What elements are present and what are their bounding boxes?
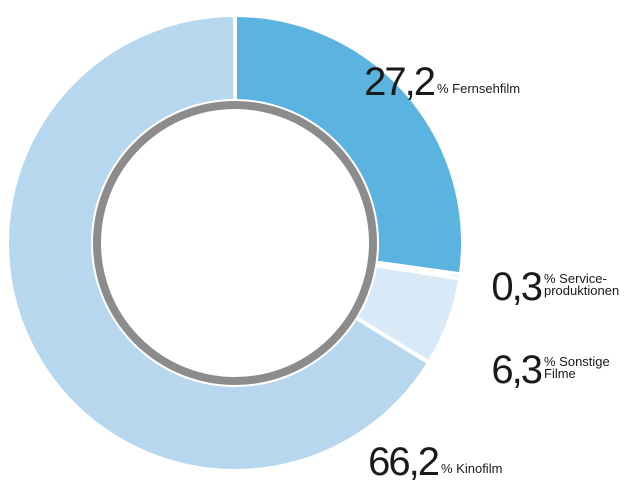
category-label: % Service- [544,271,607,286]
slices [5,12,465,473]
category-label: % Kinofilm [441,461,502,476]
value-label: 27,2 [364,60,435,104]
category-label: Filme [544,366,576,381]
category-label: produktionen [544,283,619,298]
inner-ring [93,101,377,385]
category-label: % Fernsehfilm [437,81,520,96]
value-label: 0,3 [491,265,541,309]
value-label: 66,2 [368,440,439,484]
value-label: 6,3 [491,348,541,392]
category-label: % Sonstige [544,354,610,369]
